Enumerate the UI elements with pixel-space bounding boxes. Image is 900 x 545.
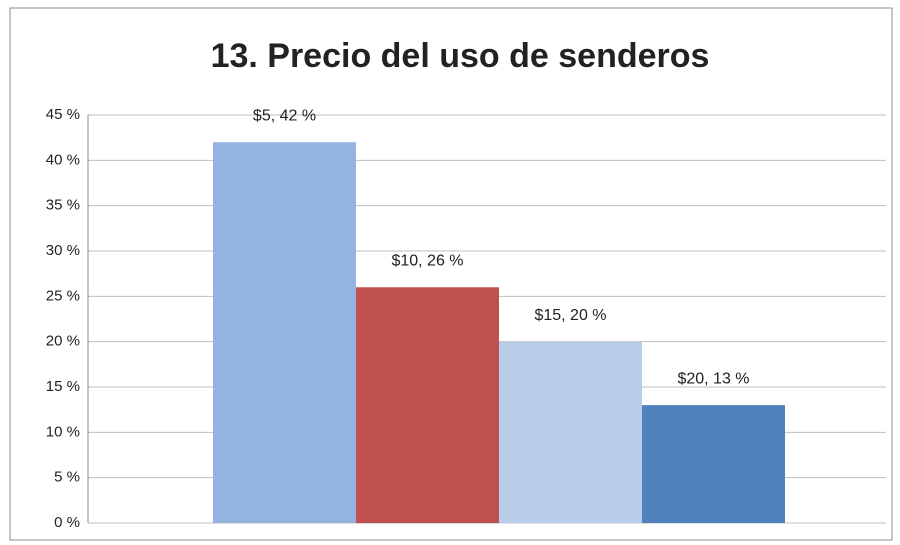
y-tick-label: 25 %: [46, 287, 80, 304]
y-tick-label: 10 %: [46, 423, 80, 440]
y-tick-label: 30 %: [46, 242, 80, 259]
y-tick-label: 20 %: [46, 333, 80, 350]
data-label: $15, 20 %: [534, 307, 606, 324]
data-label: $5, 42 %: [253, 107, 316, 124]
bar: [642, 405, 785, 523]
chart-title: 13. Precio del uso de senderos: [211, 37, 710, 75]
y-tick-label: 40 %: [46, 151, 80, 168]
bar: [356, 287, 499, 523]
data-label: $20, 13 %: [677, 370, 749, 387]
y-tick-label: 45 %: [46, 106, 80, 123]
y-tick-label: 0 %: [54, 514, 80, 531]
bar: [499, 341, 642, 523]
data-label: $10, 26 %: [391, 252, 463, 269]
y-tick-label: 15 %: [46, 378, 80, 395]
y-tick-label: 5 %: [54, 469, 80, 486]
y-tick-label: 35 %: [46, 197, 80, 214]
bar: [213, 142, 356, 523]
